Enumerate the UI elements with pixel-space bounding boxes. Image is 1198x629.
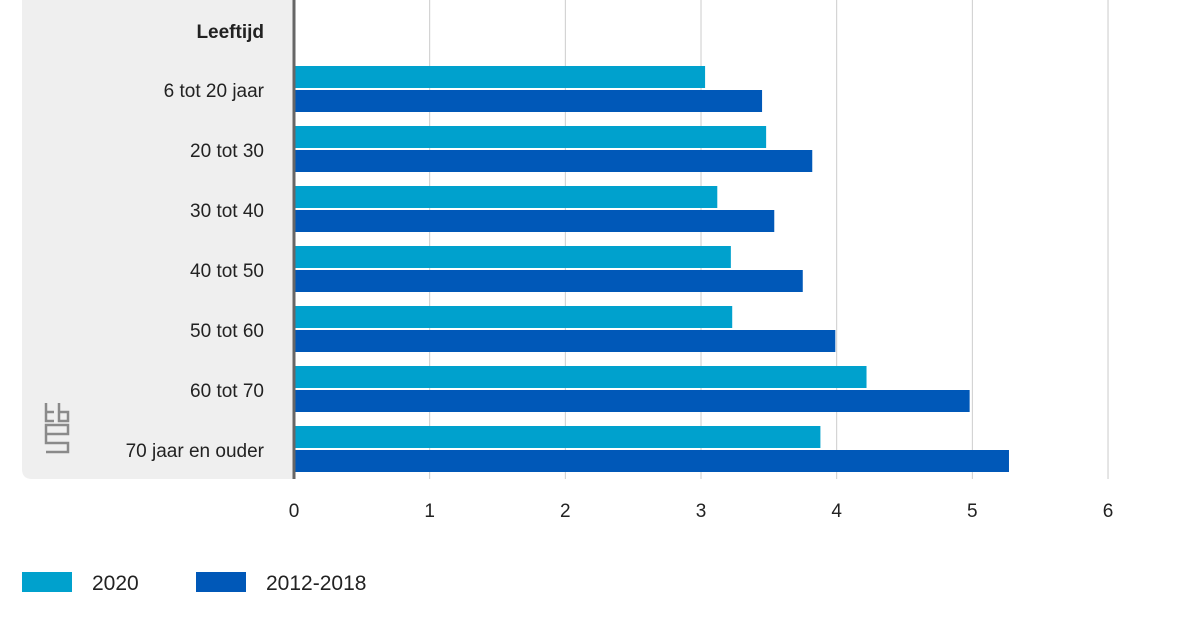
category-label: 6 tot 20 jaar: [164, 81, 265, 102]
bar-2012-2018: [294, 150, 813, 172]
legend-swatch: [196, 572, 246, 592]
category-header: Leeftijd: [196, 22, 264, 43]
bar-2020: [294, 126, 767, 148]
x-tick-label: 3: [696, 501, 707, 522]
bar-2020: [294, 186, 718, 208]
category-label: 20 tot 30: [190, 141, 264, 162]
x-tick-label: 1: [424, 501, 435, 522]
bar-2020: [294, 306, 733, 328]
category-panel: [22, 0, 294, 479]
bar-2020: [294, 246, 731, 268]
x-tick-label: 2: [560, 501, 571, 522]
bar-2012-2018: [294, 210, 775, 232]
category-label: 50 tot 60: [190, 321, 264, 342]
legend-swatch: [22, 572, 72, 592]
bar-2012-2018: [294, 90, 763, 112]
category-label: 60 tot 70: [190, 381, 264, 402]
category-label: 40 tot 50: [190, 261, 264, 282]
legend-label: 2012-2018: [266, 572, 366, 595]
x-tick-label: 5: [967, 501, 978, 522]
bar-2020: [294, 366, 867, 388]
x-tick-label: 0: [289, 501, 300, 522]
x-tick-label: 4: [831, 501, 842, 522]
bar-2012-2018: [294, 450, 1009, 472]
bar-2012-2018: [294, 270, 803, 292]
legend-label: 2020: [92, 572, 139, 595]
bar-2012-2018: [294, 330, 836, 352]
category-label: 30 tot 40: [190, 201, 264, 222]
bar-2012-2018: [294, 390, 970, 412]
category-label: 70 jaar en ouder: [126, 441, 265, 462]
bar-2020: [294, 426, 821, 448]
bar-2020: [294, 66, 706, 88]
x-tick-label: 6: [1103, 501, 1114, 522]
cbs-logo-icon: [44, 403, 70, 454]
